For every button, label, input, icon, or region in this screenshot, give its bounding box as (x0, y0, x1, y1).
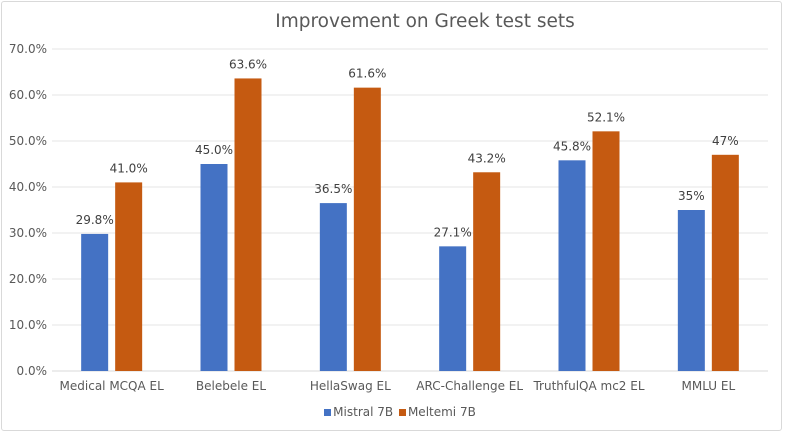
data-label: 36.5% (314, 182, 352, 196)
data-label: 41.0% (110, 161, 148, 175)
bar (677, 210, 705, 371)
data-label: 45.0% (195, 143, 233, 157)
legend-item-mistral: Mistral 7B (324, 405, 393, 419)
legend: Mistral 7B Meltemi 7B (0, 405, 785, 419)
bar (473, 172, 501, 371)
bar (592, 131, 620, 371)
x-tick-label: ARC-Challenge EL (416, 379, 523, 393)
data-label: 27.1% (434, 225, 472, 239)
legend-label: Mistral 7B (333, 405, 394, 419)
data-label: 61.6% (348, 67, 386, 81)
bar (319, 203, 347, 371)
bar (234, 78, 262, 371)
data-label: 43.2% (468, 151, 506, 165)
y-tick-label: 60.0% (9, 88, 47, 102)
chart-title: Improvement on Greek test sets (275, 11, 575, 32)
bar (353, 87, 381, 371)
x-tick-label: Belebele EL (196, 379, 266, 393)
y-tick-label: 40.0% (9, 180, 47, 194)
y-tick-label: 20.0% (9, 272, 47, 286)
data-label: 63.6% (229, 57, 267, 71)
x-tick-label: MMLU EL (681, 379, 735, 393)
bar (558, 160, 586, 371)
x-tick-label: HellaSwag EL (310, 379, 391, 393)
y-tick-label: 50.0% (9, 134, 47, 148)
bar (439, 246, 467, 371)
x-tick-label: Medical MCQA EL (60, 379, 165, 393)
legend-swatch (324, 409, 332, 416)
legend-label: Meltemi 7B (407, 405, 476, 419)
data-label: 29.8% (76, 213, 114, 227)
y-tick-label: 0.0% (17, 364, 48, 378)
y-tick-label: 30.0% (9, 226, 47, 240)
bar (81, 233, 109, 371)
legend-swatch (398, 409, 406, 416)
data-label: 52.1% (587, 110, 625, 124)
bar (115, 182, 143, 371)
bar (200, 164, 228, 371)
data-label: 47% (712, 134, 739, 148)
y-tick-label: 10.0% (9, 318, 47, 332)
y-tick-label: 70.0% (9, 42, 47, 56)
data-label: 35% (678, 189, 705, 203)
data-label: 45.8% (553, 139, 591, 153)
x-tick-label: TruthfulQA mc2 EL (532, 379, 644, 393)
legend-item-meltemi: Meltemi 7B (398, 405, 476, 419)
bar (711, 154, 739, 371)
